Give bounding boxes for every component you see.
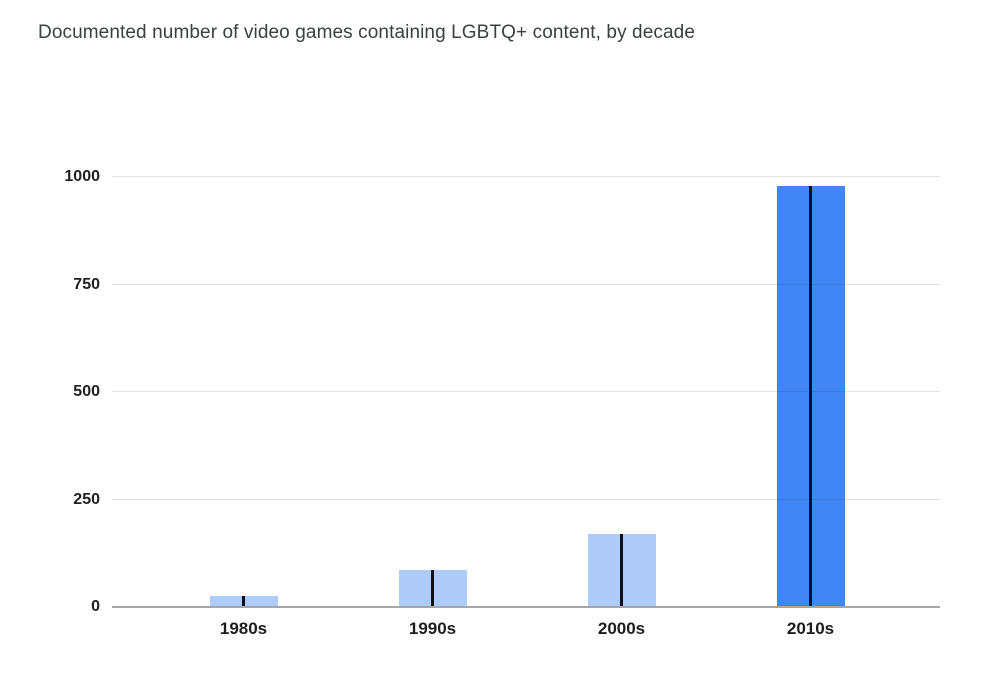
chart-title: Documented number of video games contain… [38,22,695,43]
x-tick-label: 1990s [408,619,457,638]
x-tick-label: 2000s [597,619,646,638]
plot-area: 0 250 500 750 1000 1980s 1990s 2000s 2010s [64,168,940,638]
x-axis-baseline [112,606,940,608]
y-tick-label: 250 [73,490,100,508]
bar-2000s[interactable] [587,533,656,607]
bar-1980s[interactable] [209,596,278,607]
bar-center-line [431,570,434,607]
y-tick-label: 1000 [64,168,100,185]
x-tick-label: 2010s [786,619,835,638]
gridline [112,391,940,392]
y-tick-label: 0 [91,598,100,615]
bar-2010s[interactable] [776,185,845,607]
bar-center-line [809,185,812,607]
bar-center-line [620,533,623,607]
bar-1990s[interactable] [398,570,467,607]
gridline [112,498,940,500]
x-tick-label: 1980s [219,619,268,638]
y-tick-label: 750 [73,275,100,293]
gridline [112,176,940,177]
y-tick-label: 500 [73,383,100,400]
gridline [112,283,940,285]
bar-center-line [242,596,245,607]
